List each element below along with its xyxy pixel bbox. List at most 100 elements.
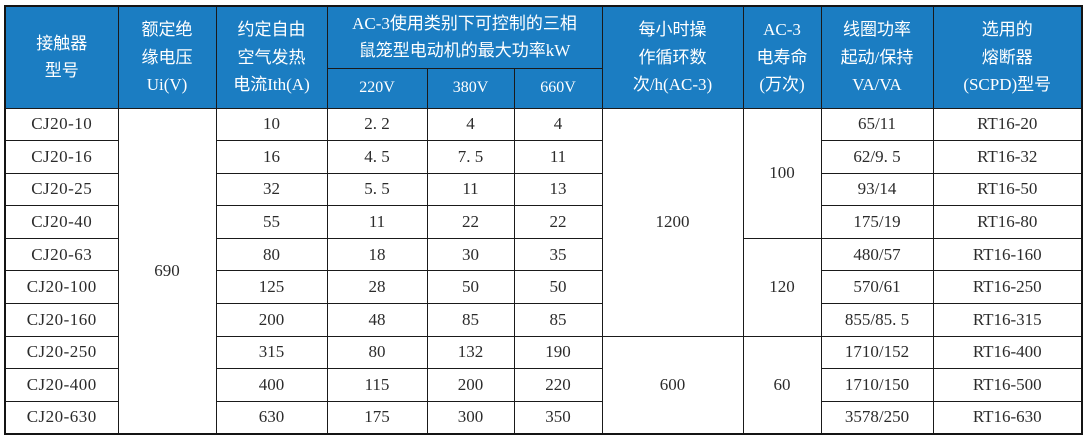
p380-cell: 85 xyxy=(426,303,515,337)
ith-cell: 400 xyxy=(215,368,328,402)
fuse-cell: RT16-20 xyxy=(932,107,1083,142)
header-380v: 380V xyxy=(426,67,515,109)
model-cell: CJ20-160 xyxy=(4,303,119,337)
p380-cell: 300 xyxy=(426,400,515,435)
fuse-cell: RT16-32 xyxy=(932,140,1083,174)
life-merged-cell-60: 60 xyxy=(742,335,822,435)
life-merged-cell-100: 100 xyxy=(742,107,822,239)
ith-cell: 10 xyxy=(215,107,328,142)
fuse-cell: RT16-80 xyxy=(932,205,1083,239)
coil-cell: 1710/150 xyxy=(820,368,934,402)
ith-cell: 630 xyxy=(215,400,328,435)
header-220v: 220V xyxy=(326,67,428,109)
fuse-cell: RT16-500 xyxy=(932,368,1083,402)
cycles-merged-cell-1200: 1200 xyxy=(601,107,744,337)
header-row-1: 接触器 型号 额定绝 缘电压 Ui(V) 约定自由 空气发热 电流Ith(A) … xyxy=(4,5,1083,109)
contactor-spec-table: 接触器 型号 额定绝 缘电压 Ui(V) 约定自由 空气发热 电流Ith(A) … xyxy=(4,5,1083,435)
p220-cell: 115 xyxy=(326,368,428,402)
header-row-2: 220V 380V 660V xyxy=(5,67,1082,109)
fuse-cell: RT16-630 xyxy=(932,400,1083,435)
model-cell: CJ20-400 xyxy=(4,368,119,402)
header-insulation-voltage: 额定绝 缘电压 Ui(V) xyxy=(117,5,217,109)
p380-cell: 22 xyxy=(426,205,515,239)
table-row: CJ20-630 630 175 300 350 3578/250 RT16-6… xyxy=(4,400,1083,435)
coil-cell: 855/85. 5 xyxy=(820,303,934,337)
fuse-cell: RT16-315 xyxy=(932,303,1083,337)
p380-cell: 4 xyxy=(426,107,515,142)
ith-cell: 200 xyxy=(215,303,328,337)
p380-cell: 7. 5 xyxy=(426,140,515,174)
coil-cell: 65/11 xyxy=(820,107,934,142)
header-coil-power: 线圈功率 起动/保持 VA/VA xyxy=(820,5,934,109)
p660-cell: 350 xyxy=(513,400,603,435)
ith-cell: 55 xyxy=(215,205,328,239)
model-cell: CJ20-25 xyxy=(4,172,119,207)
p660-cell: 13 xyxy=(513,172,603,207)
ith-cell: 16 xyxy=(215,140,328,174)
header-electrical-life: AC-3 电寿命 (万次) xyxy=(742,5,822,109)
table-row: CJ20-10 690 10 2. 2 4 4 1200 100 65/11 R… xyxy=(4,107,1083,435)
table-row: CJ20-40 55 11 22 22 175/19 RT16-80 xyxy=(4,205,1083,239)
coil-cell: 570/61 xyxy=(820,270,934,305)
p380-cell: 11 xyxy=(426,172,515,207)
table-row: CJ20-160 200 48 85 85 855/85. 5 RT16-315 xyxy=(4,303,1083,337)
header-thermal-current: 约定自由 空气发热 电流Ith(A) xyxy=(215,5,328,109)
p660-cell: 190 xyxy=(513,335,603,370)
life-merged-cell-120: 120 xyxy=(742,237,822,337)
ith-cell: 32 xyxy=(215,172,328,207)
table-row: CJ20-25 32 5. 5 11 13 93/14 RT16-50 xyxy=(4,172,1083,207)
p220-cell: 2. 2 xyxy=(326,107,428,142)
coil-cell: 3578/250 xyxy=(820,400,934,435)
coil-cell: 480/57 xyxy=(820,237,934,272)
p220-cell: 80 xyxy=(326,335,428,370)
table-row: CJ20-63 80 18 30 35 120 480/57 RT16-160 xyxy=(4,237,1083,337)
coil-cell: 93/14 xyxy=(820,172,934,207)
table-row: CJ20-250 315 80 132 190 600 60 1710/152 … xyxy=(4,335,1083,435)
p220-cell: 4. 5 xyxy=(326,140,428,174)
p660-cell: 4 xyxy=(513,107,603,142)
p380-cell: 132 xyxy=(426,335,515,370)
fuse-cell: RT16-160 xyxy=(932,237,1083,272)
table-row: CJ20-100 125 28 50 50 570/61 RT16-250 xyxy=(4,270,1083,305)
p220-cell: 5. 5 xyxy=(326,172,428,207)
ui-voltage-merged-cell: 690 xyxy=(117,107,217,435)
fuse-cell: RT16-250 xyxy=(932,270,1083,305)
coil-cell: 1710/152 xyxy=(820,335,934,370)
model-cell: CJ20-100 xyxy=(4,270,119,305)
coil-cell: 62/9. 5 xyxy=(820,140,934,174)
p660-cell: 22 xyxy=(513,205,603,239)
model-cell: CJ20-630 xyxy=(4,400,119,435)
p660-cell: 85 xyxy=(513,303,603,337)
model-cell: CJ20-63 xyxy=(4,237,119,272)
header-cycles-per-hour: 每小时操 作循环数 次/h(AC-3) xyxy=(601,5,744,109)
ith-cell: 125 xyxy=(215,270,328,305)
model-cell: CJ20-250 xyxy=(4,335,119,370)
model-cell: CJ20-10 xyxy=(4,107,119,142)
header-ac3-power-group: AC-3使用类别下可控制的三相 鼠笼型电动机的最大功率kW xyxy=(326,5,603,69)
header-fuse-type: 选用的 熔断器 (SCPD)型号 xyxy=(932,5,1083,109)
p220-cell: 18 xyxy=(326,237,428,272)
header-660v: 660V xyxy=(513,67,603,109)
table-row: CJ20-16 16 4. 5 7. 5 11 62/9. 5 RT16-32 xyxy=(4,140,1083,174)
model-cell: CJ20-40 xyxy=(4,205,119,239)
fuse-cell: RT16-50 xyxy=(932,172,1083,207)
p660-cell: 220 xyxy=(513,368,603,402)
ith-cell: 315 xyxy=(215,335,328,370)
ith-cell: 80 xyxy=(215,237,328,272)
p220-cell: 48 xyxy=(326,303,428,337)
p220-cell: 11 xyxy=(326,205,428,239)
p220-cell: 28 xyxy=(326,270,428,305)
coil-cell: 175/19 xyxy=(820,205,934,239)
table-row: CJ20-400 400 115 200 220 1710/150 RT16-5… xyxy=(4,368,1083,402)
fuse-cell: RT16-400 xyxy=(932,335,1083,370)
model-cell: CJ20-16 xyxy=(4,140,119,174)
p660-cell: 50 xyxy=(513,270,603,305)
p380-cell: 200 xyxy=(426,368,515,402)
header-model: 接触器 型号 xyxy=(4,5,119,109)
p660-cell: 35 xyxy=(513,237,603,272)
p380-cell: 50 xyxy=(426,270,515,305)
p380-cell: 30 xyxy=(426,237,515,272)
p660-cell: 11 xyxy=(513,140,603,174)
cycles-merged-cell-600: 600 xyxy=(601,335,744,435)
